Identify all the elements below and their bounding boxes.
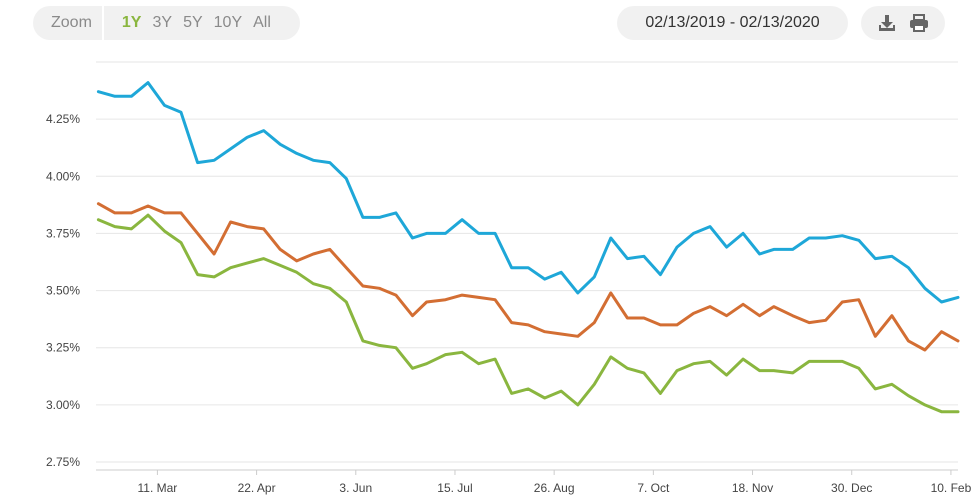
y-axis-labels: 2.75% 3.00% 3.25% 3.50% 3.75% 4.00% 4.25%	[46, 112, 80, 469]
zoom-5y-button[interactable]: 5Y	[183, 14, 203, 31]
x-tick-label: 18. Nov	[732, 481, 773, 495]
y-tick-label: 3.50%	[46, 284, 80, 298]
y-tick-label: 4.25%	[46, 112, 80, 126]
print-icon[interactable]	[908, 12, 930, 34]
x-tick-label: 3. Jun	[339, 481, 372, 495]
x-tick-label: 30. Dec	[831, 481, 872, 495]
series-lines	[96, 81, 960, 414]
series-line-green	[96, 213, 960, 414]
y-tick-label: 3.75%	[46, 226, 80, 240]
y-tick-label: 2.75%	[46, 455, 80, 469]
y-tick-label: 3.25%	[46, 341, 80, 355]
x-tick-label: 22. Apr	[238, 481, 276, 495]
chart-actions	[861, 6, 945, 40]
x-axis-labels: 11. Mar 22. Apr 3. Jun 15. Jul 26. Aug 7. Oct…	[138, 481, 972, 495]
y-tick-label: 3.00%	[46, 398, 80, 412]
zoom-3y-button[interactable]: 3Y	[152, 14, 173, 31]
y-tick-label: 4.00%	[46, 169, 80, 183]
zoom-10y-button[interactable]: 10Y	[213, 14, 243, 31]
chart-toolbar: Zoom 1Y 3Y 5Y 10Y All 02/13/2019 - 02/13…	[0, 6, 974, 42]
zoom-selector: Zoom 1Y 3Y 5Y 10Y All	[33, 6, 300, 40]
download-icon[interactable]	[876, 12, 898, 34]
x-tick-label: 15. Jul	[437, 481, 472, 495]
x-tick-label: 11. Mar	[138, 481, 178, 495]
zoom-1y-button[interactable]: 1Y	[121, 14, 142, 31]
grid-lines	[96, 61, 958, 475]
zoom-label: Zoom	[33, 6, 104, 40]
x-tick-label: 10. Feb	[931, 481, 972, 495]
x-tick-label: 7. Oct	[637, 481, 670, 495]
x-tick-label: 26. Aug	[534, 481, 575, 495]
date-range-display[interactable]: 02/13/2019 - 02/13/2020	[617, 6, 848, 40]
series-line-orange	[96, 202, 960, 352]
series-line-blue	[96, 81, 960, 304]
zoom-all-button[interactable]: All	[253, 14, 271, 31]
